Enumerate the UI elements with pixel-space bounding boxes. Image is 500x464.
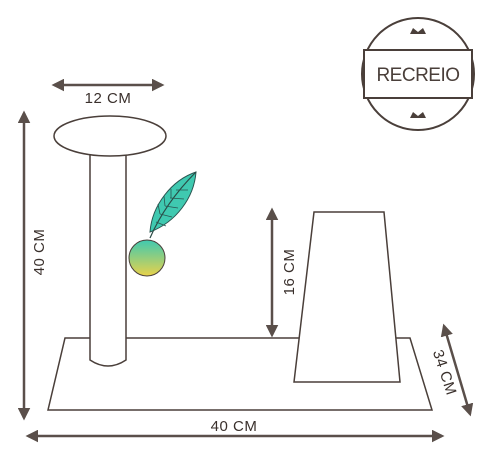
post-width-label: 12 CM — [85, 90, 132, 107]
top-disc — [53, 115, 167, 157]
base-width-label: 40 CM — [211, 418, 258, 435]
total-height-label: 40 CM — [31, 229, 48, 276]
base-depth-label: 34 CM — [429, 348, 460, 398]
base-depth-arrow — [440, 323, 474, 417]
feather-toy — [128, 171, 197, 277]
toy-ball — [128, 239, 166, 277]
brand-name: RECREIO — [376, 65, 459, 86]
scratch-box — [293, 211, 401, 383]
crown-icon — [410, 112, 426, 118]
crown-icon — [410, 28, 426, 34]
scratching-post — [89, 152, 127, 367]
brand-logo: RECREIO — [361, 17, 475, 131]
box-height-label: 16 CM — [281, 249, 298, 296]
